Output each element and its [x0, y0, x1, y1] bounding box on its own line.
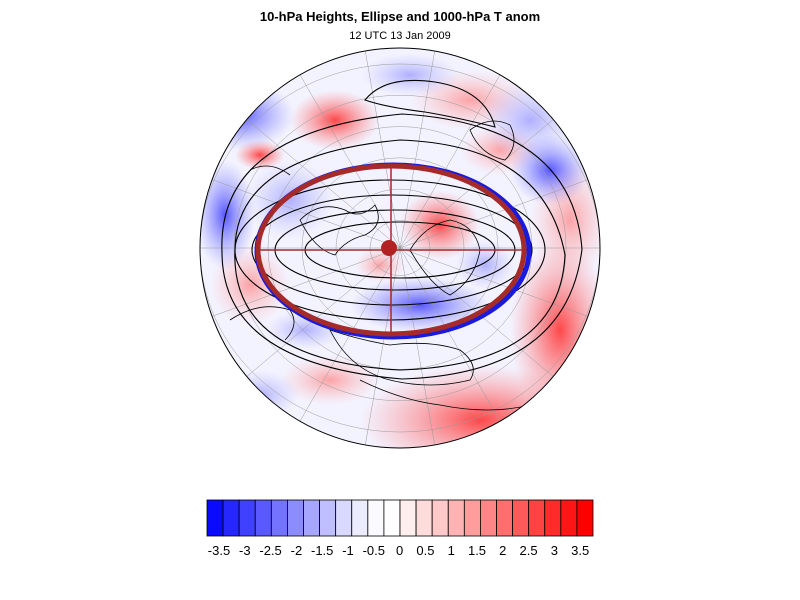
colorbar-swatch	[529, 500, 545, 536]
colorbar-swatch	[432, 500, 448, 536]
colorbar-tick-label: -1	[342, 543, 354, 558]
colorbar-swatch	[497, 500, 513, 536]
colorbar-swatch	[304, 500, 320, 536]
colorbar-tick-label: 2	[499, 543, 506, 558]
colorbar-swatch	[271, 500, 287, 536]
colorbar-swatch	[207, 500, 223, 536]
colorbar-swatch	[577, 500, 593, 536]
colorbar-tick-label: -1.5	[311, 543, 333, 558]
colorbar-tick-label: -3.5	[208, 543, 230, 558]
colorbar	[0, 0, 800, 600]
colorbar-tick-label: -0.5	[363, 543, 385, 558]
colorbar-swatch	[287, 500, 303, 536]
colorbar-swatch	[239, 500, 255, 536]
colorbar-tick-label: -2.5	[259, 543, 281, 558]
colorbar-swatch	[416, 500, 432, 536]
colorbar-swatch	[255, 500, 271, 536]
colorbar-swatch	[320, 500, 336, 536]
colorbar-swatch	[400, 500, 416, 536]
colorbar-swatch	[336, 500, 352, 536]
colorbar-swatch	[480, 500, 496, 536]
colorbar-tick-label: 0	[396, 543, 403, 558]
colorbar-tick-label: 0.5	[416, 543, 434, 558]
colorbar-swatch	[561, 500, 577, 536]
colorbar-swatch	[352, 500, 368, 536]
colorbar-swatch	[448, 500, 464, 536]
colorbar-swatch	[464, 500, 480, 536]
colorbar-swatch	[384, 500, 400, 536]
colorbar-tick-label: 1.5	[468, 543, 486, 558]
colorbar-tick-label: -3	[239, 543, 251, 558]
colorbar-swatch	[368, 500, 384, 536]
colorbar-tick-label: 3.5	[571, 543, 589, 558]
colorbar-tick-label: 2.5	[520, 543, 538, 558]
colorbar-swatch	[513, 500, 529, 536]
colorbar-tick-label: -2	[291, 543, 303, 558]
colorbar-swatch	[545, 500, 561, 536]
colorbar-swatch	[223, 500, 239, 536]
colorbar-tick-label: 3	[551, 543, 558, 558]
colorbar-tick-label: 1	[448, 543, 455, 558]
